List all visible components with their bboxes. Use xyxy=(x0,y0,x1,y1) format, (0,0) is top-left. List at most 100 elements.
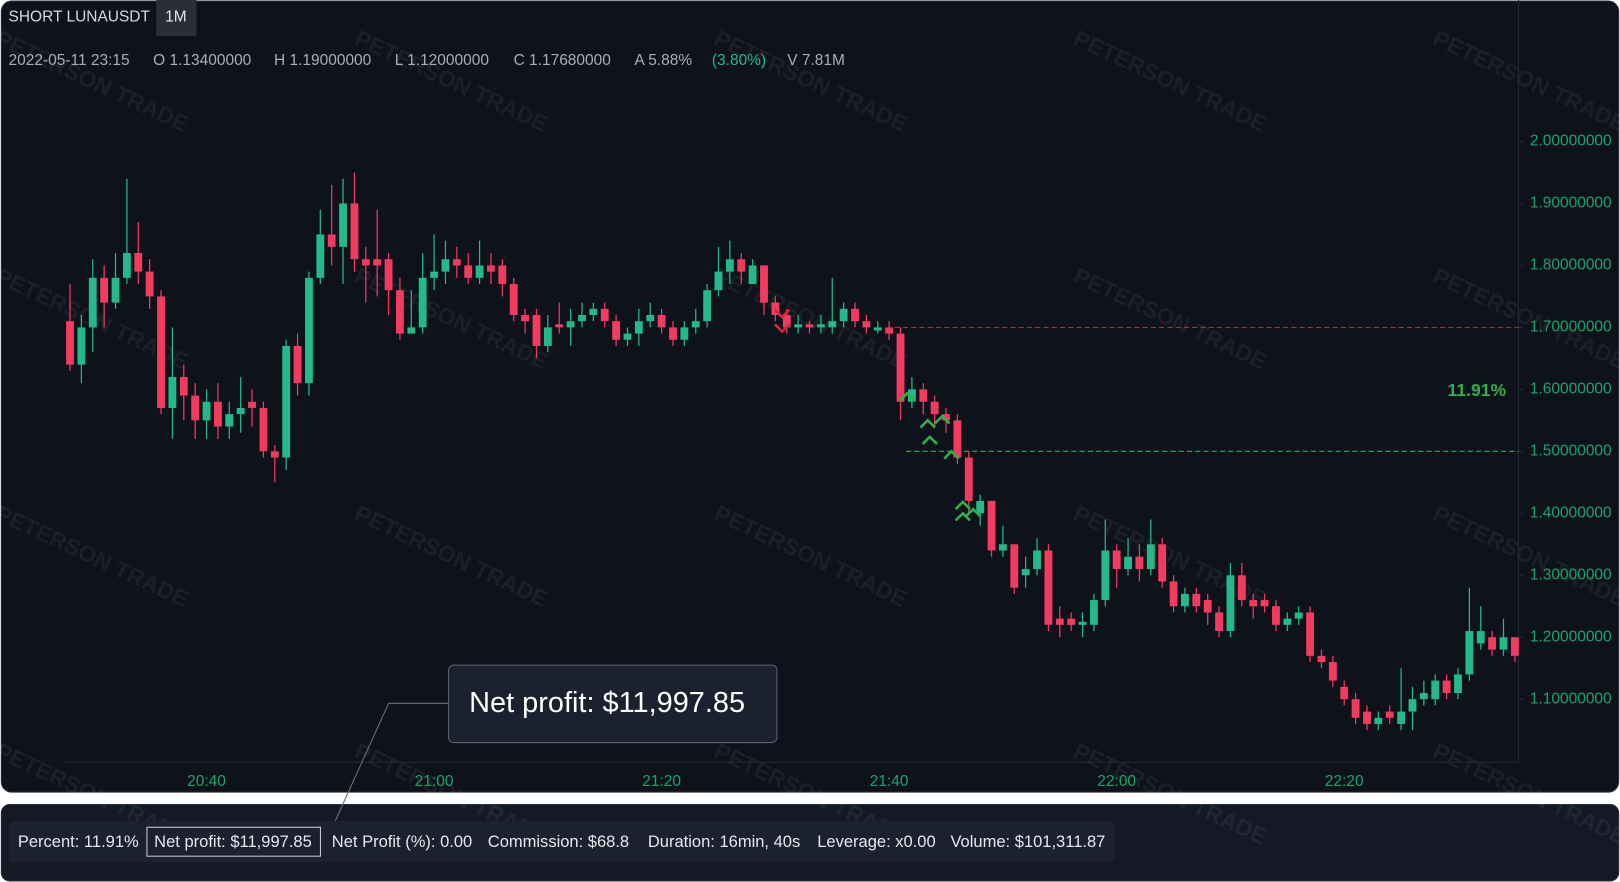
candle-body xyxy=(509,284,518,315)
candle-body xyxy=(521,315,530,322)
candle-body xyxy=(1499,637,1508,650)
candle-body xyxy=(1351,699,1360,718)
candle-body xyxy=(714,271,723,291)
candle-body xyxy=(964,457,973,501)
candle-body xyxy=(589,308,598,315)
candle-body xyxy=(202,401,211,421)
candle-body xyxy=(1090,600,1098,625)
candle-body xyxy=(1192,593,1201,607)
candle-body xyxy=(1397,711,1406,724)
exit-marker xyxy=(954,511,971,522)
stat: Duration: 16min, 40s xyxy=(648,832,800,851)
candle-body xyxy=(179,376,188,396)
candle-body xyxy=(225,414,234,427)
candle-body xyxy=(953,420,962,458)
candle-body xyxy=(384,259,393,291)
candle-body xyxy=(1419,693,1428,700)
candle-body xyxy=(1169,581,1178,607)
x-tick-label: 21:00 xyxy=(415,773,454,790)
candle-body xyxy=(1044,550,1053,625)
y-tick-label: 1.90000000 xyxy=(1530,195,1612,212)
tooltip-text: Net profit: $11,997.85 xyxy=(469,687,745,719)
y-tick-label: 1.20000000 xyxy=(1530,628,1612,645)
candle-body xyxy=(88,277,97,328)
exit-marker xyxy=(934,414,951,425)
candle-body xyxy=(896,333,905,402)
candle-body xyxy=(248,401,256,408)
candle-body xyxy=(1181,593,1189,607)
candle-body xyxy=(669,327,677,340)
candle-body xyxy=(1488,637,1497,650)
candle-body xyxy=(862,321,871,328)
stat: Percent: 11.91% xyxy=(18,832,139,851)
x-tick-label: 22:20 xyxy=(1325,773,1364,790)
candle-body xyxy=(760,265,768,303)
y-tick-label: 1.80000000 xyxy=(1530,257,1612,274)
candle-body xyxy=(475,265,484,278)
stat: Net Profit (%): 0.00 xyxy=(332,832,472,851)
chart-panel xyxy=(0,0,1620,793)
stats-bar xyxy=(8,821,1115,863)
y-tick-label: 1.40000000 xyxy=(1530,504,1612,521)
candle-body xyxy=(634,321,643,334)
candle-body xyxy=(1249,600,1258,607)
candle-body xyxy=(600,308,609,322)
candle-body xyxy=(339,203,347,247)
candle-body xyxy=(839,308,848,322)
symbol: SHORT LUNAUSDT xyxy=(9,9,151,26)
stat: Net profit: $11,997.85 xyxy=(154,832,312,851)
entry-marker xyxy=(773,308,791,319)
candle-body xyxy=(498,265,507,285)
candle-body xyxy=(623,333,632,340)
y-tick-label: 1.70000000 xyxy=(1530,318,1612,335)
candle-body xyxy=(1135,556,1144,570)
candle-body xyxy=(771,302,780,315)
candle-body xyxy=(452,259,461,266)
candle-body xyxy=(748,265,757,285)
y-tick-label: 1.50000000 xyxy=(1530,442,1612,459)
candle-body xyxy=(1124,556,1132,570)
x-tick-label: 21:20 xyxy=(642,773,681,790)
candle-body xyxy=(725,259,734,272)
stat: Commission: $68.8 xyxy=(488,832,629,851)
plot: 1.10000000 1.20000000 1.30000000 1.40000000… xyxy=(66,133,1612,790)
info-close: C 1.17680000 xyxy=(514,52,611,69)
candle-body xyxy=(1033,550,1041,570)
candle-body xyxy=(305,277,313,384)
entry-marker xyxy=(773,323,791,334)
candle-body xyxy=(737,259,746,272)
candle-body xyxy=(66,321,74,365)
candle-body xyxy=(350,203,359,260)
candle-body xyxy=(1431,680,1440,700)
interval-button[interactable] xyxy=(156,0,197,37)
candle-body xyxy=(1226,575,1235,632)
x-tick-label: 21:40 xyxy=(870,773,909,790)
stats: Percent: 11.91% Net profit: $11,997.85 Net… xyxy=(18,832,1105,851)
candle-body xyxy=(555,324,564,328)
candle-body xyxy=(236,407,245,415)
candle-body xyxy=(282,345,291,458)
candle-body xyxy=(1112,550,1121,570)
exit-marker xyxy=(943,449,960,460)
candle-body xyxy=(418,277,427,328)
candle-body xyxy=(885,327,894,334)
interval[interactable]: 1M xyxy=(165,9,187,26)
candle-body xyxy=(464,265,473,278)
candle-body xyxy=(1146,544,1155,570)
y-tick-label: 2.00000000 xyxy=(1530,133,1612,150)
stat: Volume: $101,311.87 xyxy=(950,832,1105,851)
candle-body xyxy=(1465,631,1474,675)
candle-body xyxy=(1021,569,1030,576)
candle-body xyxy=(828,321,837,328)
candle-body xyxy=(361,259,370,266)
candle-body xyxy=(1010,544,1019,588)
candle-body xyxy=(1078,621,1087,625)
candle-body xyxy=(782,315,791,328)
candle-body xyxy=(213,401,222,427)
exit-marker xyxy=(919,418,936,429)
stat-highlight xyxy=(146,826,321,857)
profit-label: 11.91% xyxy=(1448,380,1507,400)
stat: Leverage: x0.00 xyxy=(817,832,935,851)
